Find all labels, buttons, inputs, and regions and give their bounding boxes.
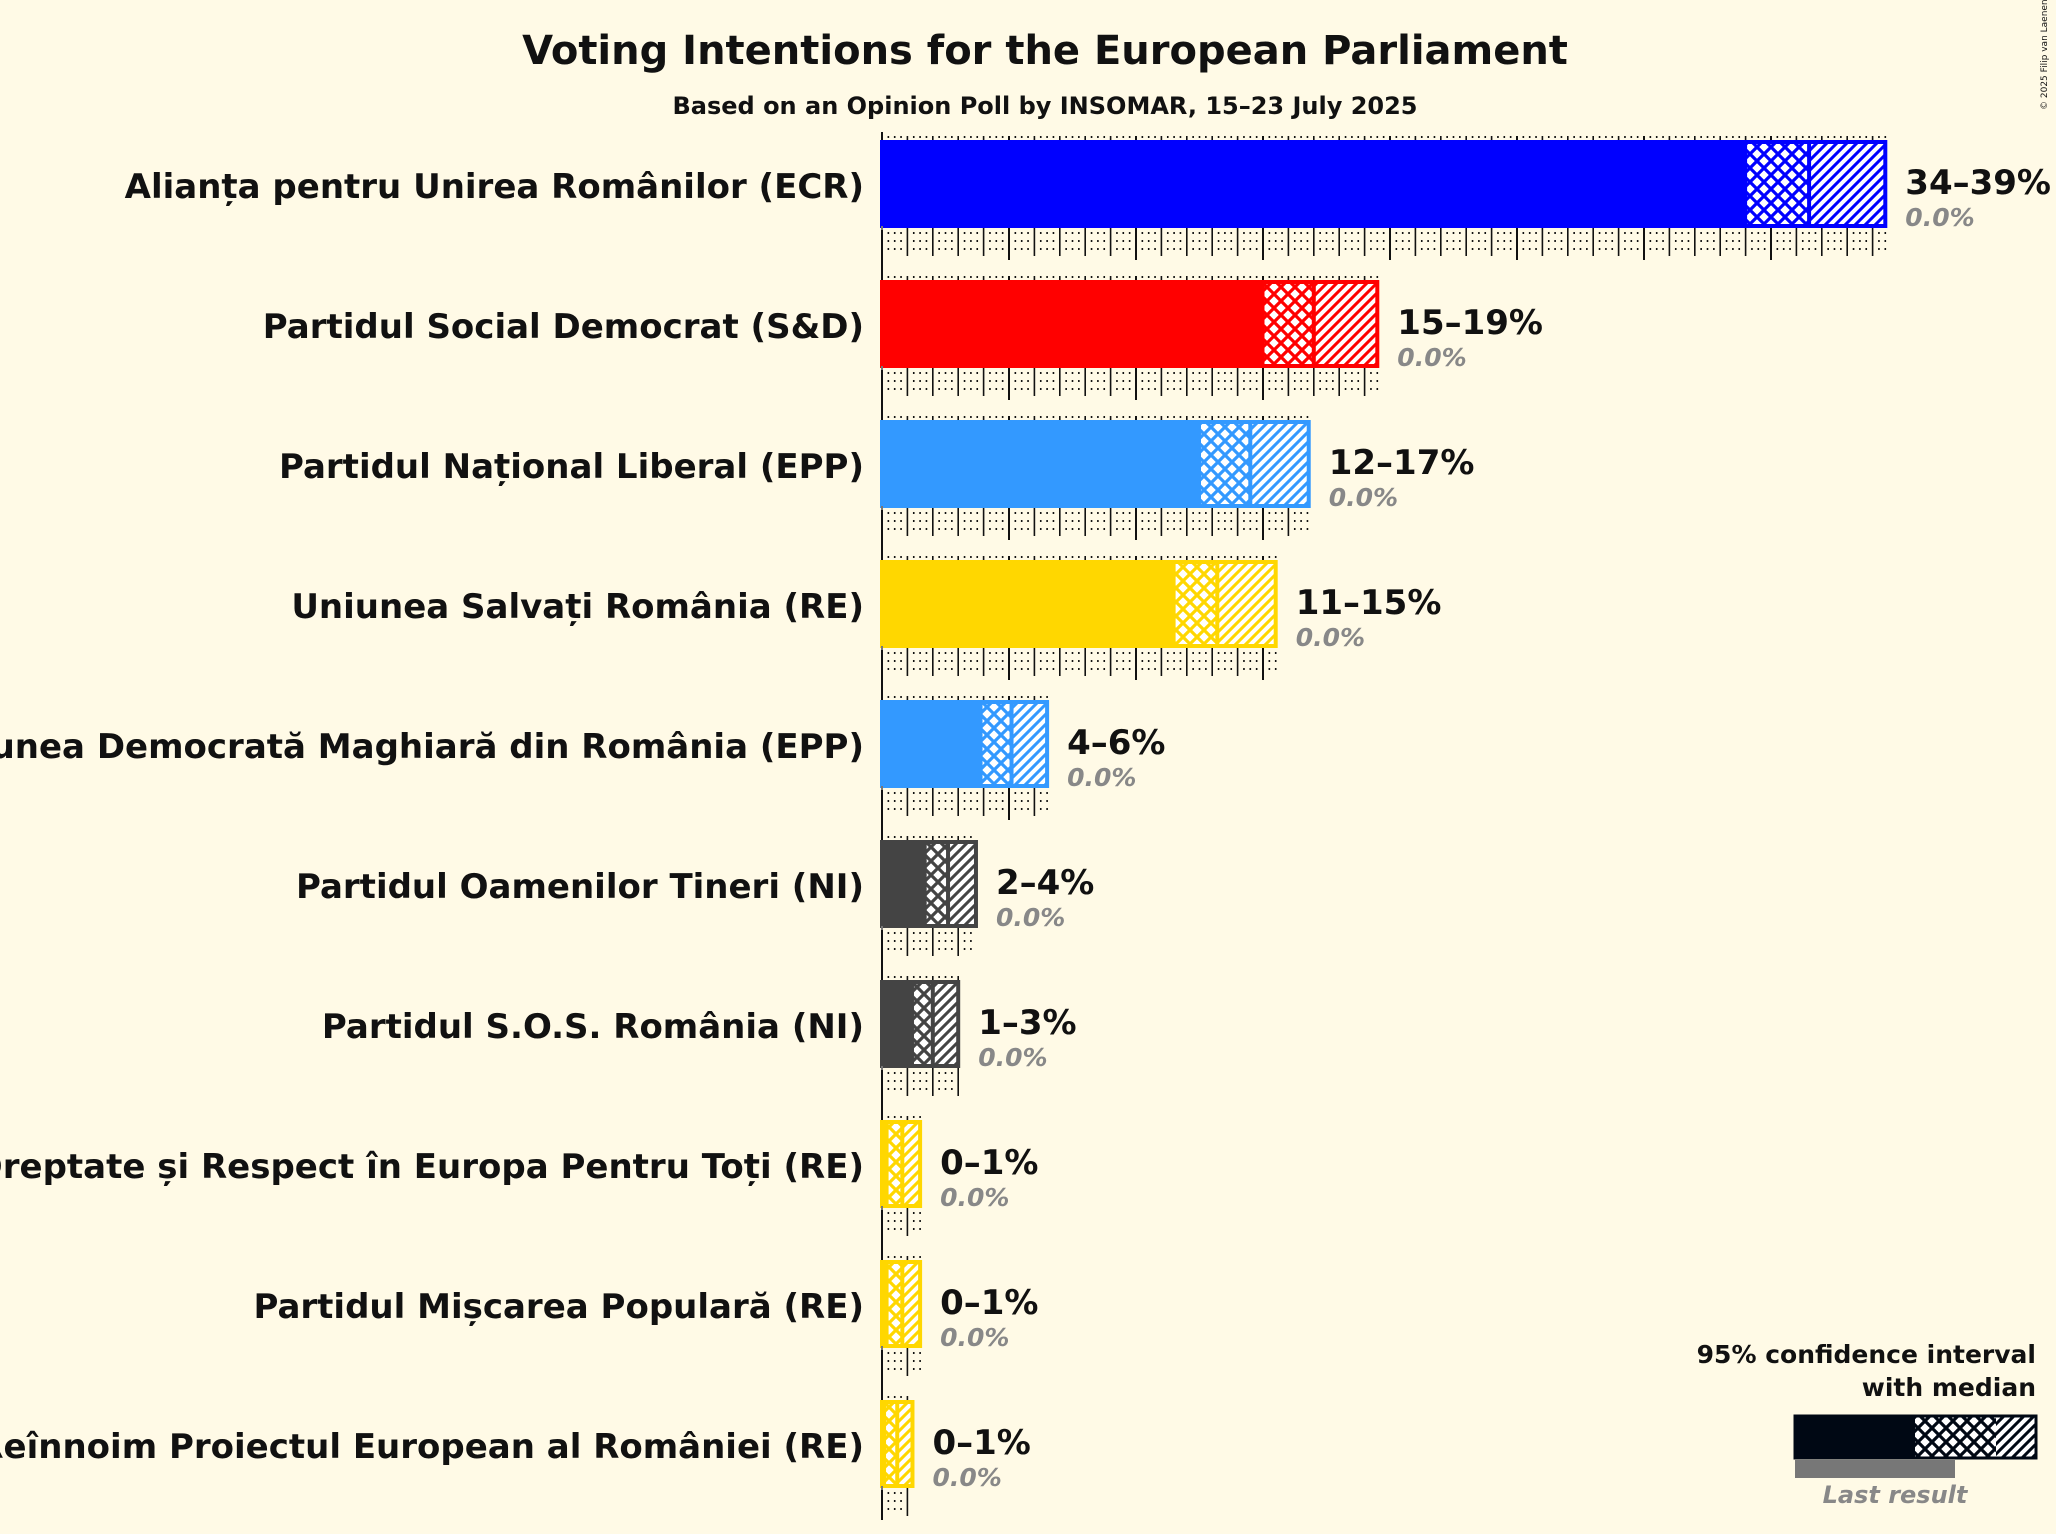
bar-ci-lower: [981, 702, 1012, 786]
range-label: 1–3%: [978, 1003, 1076, 1043]
bar-ci-lower: [884, 1402, 898, 1486]
bar-ci-upper: [902, 1122, 921, 1206]
bar-outline: [880, 840, 978, 928]
chart-subtitle: Based on an Opinion Poll by INSOMAR, 15–…: [672, 92, 1417, 120]
last-result-label: 0.0%: [1329, 483, 1398, 512]
last-result-marker: [881, 506, 883, 510]
bar-ci-lower: [1174, 562, 1218, 646]
last-result-marker: [881, 366, 883, 370]
last-result-label: 0.0%: [940, 1183, 1009, 1212]
bar-outline: [880, 560, 1278, 648]
bar-solid: [882, 142, 1746, 226]
bar-ci-upper: [1250, 422, 1309, 506]
bar-solid: [882, 282, 1263, 366]
legend: 95% confidence interval with median Last…: [1697, 1340, 2038, 1509]
bar-solid: [882, 562, 1175, 646]
last-result-label: 0.0%: [1905, 203, 1974, 232]
range-label: 2–4%: [996, 863, 1094, 903]
party-label: Alianța pentru Unirea Românilor (ECR): [125, 167, 864, 207]
bar-ci-upper: [948, 842, 976, 926]
last-result-marker: [881, 786, 883, 790]
legend-line1: 95% confidence interval: [1697, 1340, 2036, 1369]
bar-ci-lower: [925, 842, 949, 926]
bars-layer: Alianța pentru Unirea Românilor (ECR) 34–…: [0, 140, 2051, 1492]
bar-solid: [882, 1262, 888, 1346]
bar-outline: [880, 140, 1888, 228]
bar-outline: [880, 980, 961, 1068]
legend-outline: [1793, 1414, 2038, 1460]
bar-ci-upper: [897, 1402, 913, 1486]
bar-ci-upper: [1809, 142, 1886, 226]
bar-outline: [880, 700, 1050, 788]
party-label: Partidul S.O.S. România (NI): [322, 1007, 864, 1047]
bar-ci-lower: [1199, 422, 1251, 506]
bar-solid: [882, 422, 1200, 506]
bar-outline: [880, 420, 1311, 508]
range-label: 15–19%: [1397, 303, 1543, 343]
last-result-label: 0.0%: [978, 1043, 1047, 1072]
bar-ci-upper: [1313, 282, 1378, 366]
last-result-label: 0.0%: [940, 1323, 1009, 1352]
range-label: 4–6%: [1067, 723, 1165, 763]
party-label: Reînnoim Proiectul European al României …: [0, 1427, 864, 1467]
party-label: Partidul Național Liberal (EPP): [279, 447, 864, 487]
range-label: 0–1%: [940, 1283, 1038, 1323]
range-label: 0–1%: [932, 1423, 1030, 1463]
party-label: Partidul Social Democrat (S&D): [263, 307, 864, 347]
legend-last-result: Last result: [1823, 1481, 1969, 1509]
legend-hatch: [1996, 1416, 2036, 1458]
last-result-marker: [881, 646, 883, 650]
last-result-marker: [881, 1206, 883, 1210]
last-result-label: 0.0%: [932, 1463, 1001, 1492]
legend-cross: [1915, 1416, 1996, 1458]
last-result-marker: [881, 1486, 883, 1490]
bar-solid: [882, 842, 926, 926]
range-label: 34–39%: [1905, 163, 2051, 203]
party-label: Dreptate și Respect în Europa Pentru Toț…: [0, 1147, 864, 1187]
last-result-label: 0.0%: [996, 903, 1065, 932]
bar-ci-upper: [1217, 562, 1276, 646]
bar-ci-lower: [887, 1122, 903, 1206]
party-label: Uniunea Democrată Maghiară din România (…: [0, 727, 864, 767]
last-result-marker: [881, 1346, 883, 1350]
legend-solid: [1795, 1416, 1915, 1458]
bar-ci-upper: [902, 1262, 921, 1346]
credit: © 2025 Filip van Laenen: [2040, 0, 2050, 110]
chart-title: Voting Intentions for the European Parli…: [522, 28, 1568, 74]
last-result-marker: [881, 926, 883, 930]
last-result-marker: [881, 1066, 883, 1070]
range-label: 0–1%: [940, 1143, 1038, 1183]
legend-last-result-bar: [1795, 1460, 1955, 1478]
range-label: 11–15%: [1296, 583, 1442, 623]
legend-line2: with median: [1862, 1373, 2036, 1402]
bar-solid: [882, 982, 913, 1066]
party-label: Uniunea Salvați România (RE): [291, 587, 864, 627]
last-result-label: 0.0%: [1397, 343, 1466, 372]
bar-solid: [882, 702, 982, 786]
bar-outline: [880, 280, 1380, 368]
bar-ci-upper: [1011, 702, 1048, 786]
party-label: Partidul Mișcarea Populară (RE): [253, 1287, 864, 1327]
bar-ci-lower: [887, 1262, 903, 1346]
last-result-label: 0.0%: [1067, 763, 1136, 792]
last-result-label: 0.0%: [1296, 623, 1365, 652]
bar-solid: [882, 1122, 888, 1206]
bar-ci-lower: [912, 982, 933, 1066]
last-result-marker: [881, 226, 883, 230]
range-label: 12–17%: [1329, 443, 1475, 483]
bar-ci-upper: [932, 982, 959, 1066]
party-label: Partidul Oamenilor Tineri (NI): [296, 867, 864, 907]
bar-ci-lower: [1263, 282, 1314, 366]
bar-ci-lower: [1745, 142, 1810, 226]
